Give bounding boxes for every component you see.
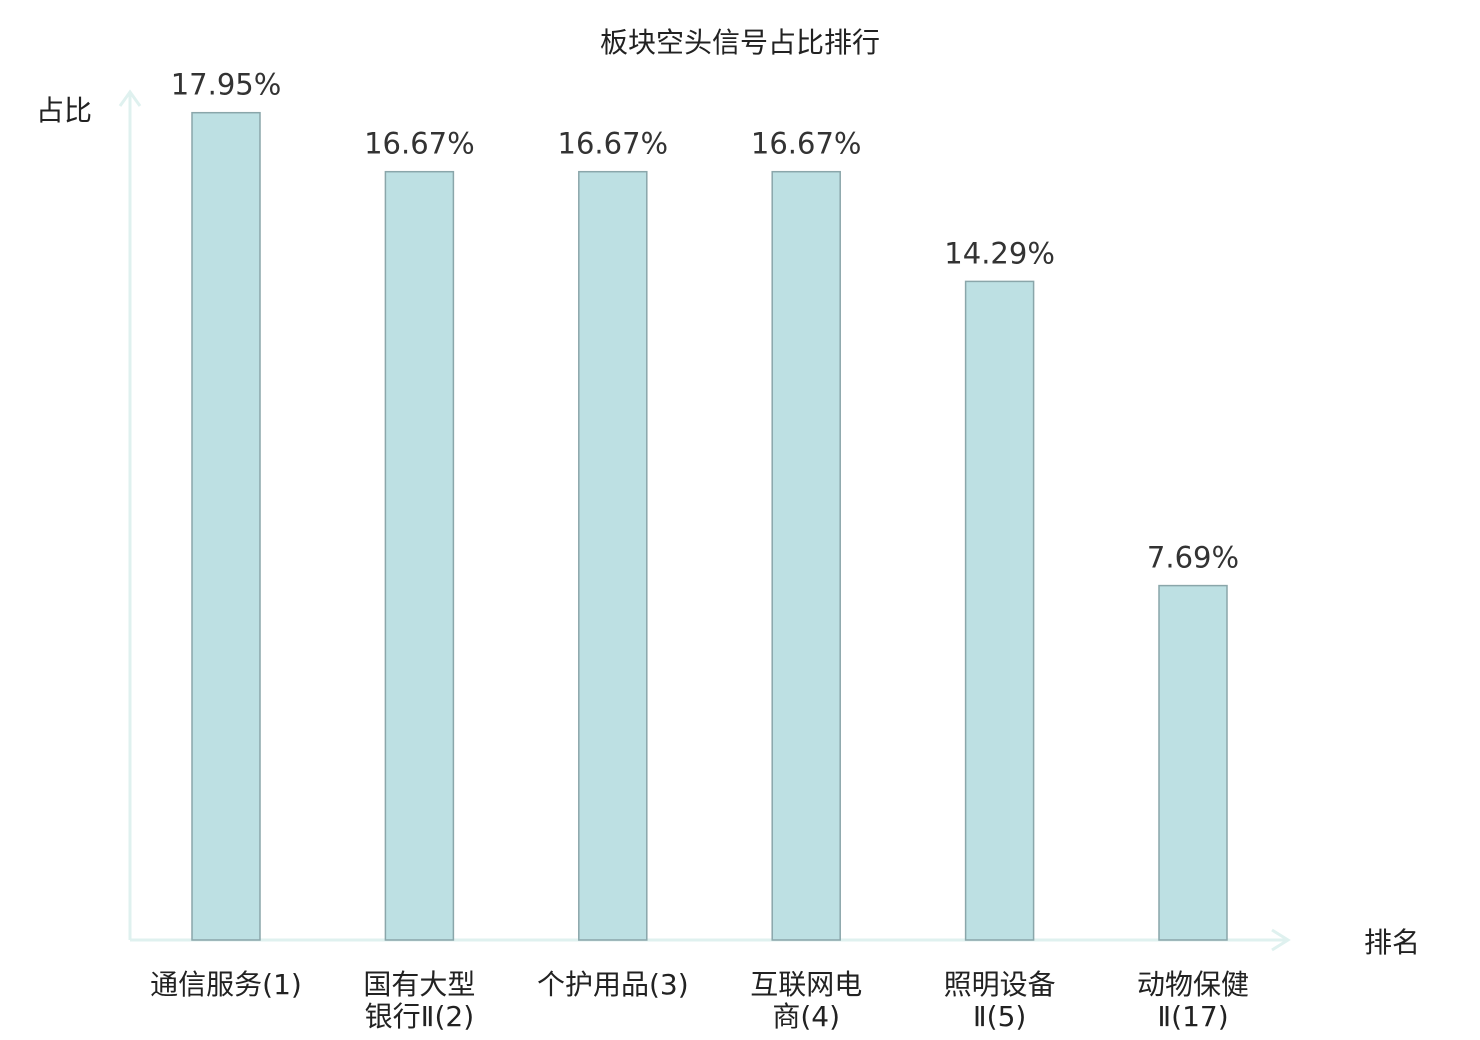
y-axis-label: 占比: [36, 94, 92, 127]
category-label-5-line-1: 照明设备: [944, 968, 1056, 1001]
x-axis: [130, 928, 1291, 952]
category-label-5-line-2: Ⅱ(5): [973, 1000, 1026, 1033]
bar-3: [578, 170, 648, 941]
category-label-2-line-1: 国有大型: [363, 968, 475, 1001]
value-label-2: 16.67%: [364, 127, 475, 161]
category-label-4-line-1: 互联网电: [750, 968, 862, 1001]
value-label-5: 14.29%: [944, 236, 1055, 270]
category-label-6-line-2: Ⅱ(17): [1157, 1000, 1228, 1033]
bars-group: [191, 111, 1228, 941]
category-label-2-line-2: 银行Ⅱ(2): [365, 1000, 474, 1033]
category-label-4-line-2: 商(4): [772, 1000, 840, 1033]
value-label-1: 17.95%: [171, 68, 282, 102]
y-axis: [118, 89, 142, 940]
bar-2: [384, 170, 455, 941]
value-label-3: 16.67%: [558, 127, 669, 161]
value-label-4: 16.67%: [751, 127, 862, 161]
value-label-6: 7.69%: [1147, 541, 1239, 575]
bar-5: [964, 280, 1035, 941]
bar-4: [771, 170, 841, 941]
category-label-1-line-1: 通信服务(1): [150, 968, 302, 1001]
x-axis-label: 排名: [1364, 926, 1420, 959]
category-label-3-line-1: 个护用品(3): [537, 968, 689, 1001]
bar-1: [191, 111, 261, 941]
category-label-6-line-1: 动物保健: [1137, 968, 1249, 1001]
value-labels-group: 17.95% 16.67% 16.67% 16.67% 14.29% 7.69%: [171, 68, 1239, 575]
chart-title: 板块空头信号占比排行: [600, 26, 880, 59]
bar-6: [1158, 584, 1228, 941]
